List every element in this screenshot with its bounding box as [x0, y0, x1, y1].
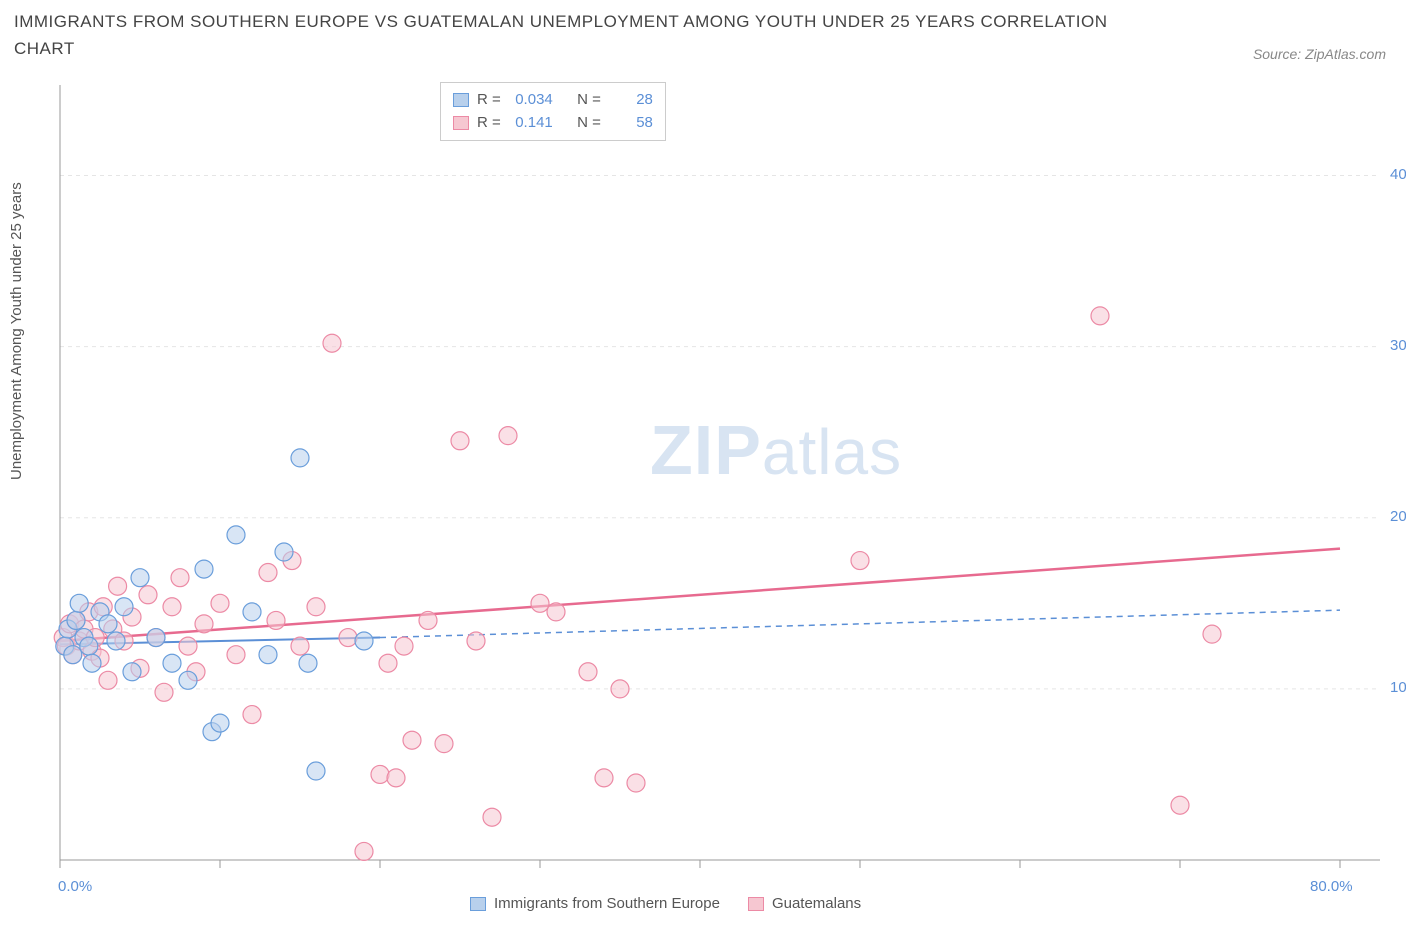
- r-value-1: 0.034: [509, 89, 553, 112]
- y-tick-label: 20.0%: [1390, 508, 1406, 525]
- legend-label-1: Immigrants from Southern Europe: [494, 895, 720, 912]
- legend-label-2: Guatemalans: [772, 895, 861, 912]
- n-label-2: N =: [577, 112, 601, 135]
- legend-swatch-pink-icon: [748, 897, 764, 911]
- legend-item-2: Guatemalans: [748, 895, 861, 912]
- y-tick-label: 30.0%: [1390, 337, 1406, 354]
- swatch-pink-icon: [453, 116, 469, 130]
- bottom-legend: Immigrants from Southern Europe Guatemal…: [470, 895, 861, 912]
- legend-swatch-blue-icon: [470, 897, 486, 911]
- chart-title: IMMIGRANTS FROM SOUTHERN EUROPE VS GUATE…: [14, 8, 1114, 62]
- y-tick-label: 10.0%: [1390, 679, 1406, 696]
- chart-area: ZIPatlas R = 0.034 N = 28 R = 0.141 N = …: [50, 80, 1390, 870]
- swatch-blue-icon: [453, 93, 469, 107]
- x-tick-label: 80.0%: [1310, 878, 1353, 895]
- n-label-1: N =: [577, 89, 601, 112]
- stats-row-1: R = 0.034 N = 28: [453, 89, 653, 112]
- stats-legend-box: R = 0.034 N = 28 R = 0.141 N = 58: [440, 82, 666, 141]
- legend-item-1: Immigrants from Southern Europe: [470, 895, 720, 912]
- n-value-1: 28: [609, 89, 653, 112]
- source-label: Source: ZipAtlas.com: [1253, 46, 1386, 62]
- x-tick-label: 0.0%: [58, 878, 92, 895]
- y-tick-label: 40.0%: [1390, 166, 1406, 183]
- scatter-chart: [50, 80, 1390, 870]
- stats-row-2: R = 0.141 N = 58: [453, 112, 653, 135]
- r-label-1: R =: [477, 89, 501, 112]
- y-axis-label: Unemployment Among Youth under 25 years: [8, 182, 25, 480]
- r-value-2: 0.141: [509, 112, 553, 135]
- n-value-2: 58: [609, 112, 653, 135]
- r-label-2: R =: [477, 112, 501, 135]
- header-row: IMMIGRANTS FROM SOUTHERN EUROPE VS GUATE…: [0, 0, 1406, 66]
